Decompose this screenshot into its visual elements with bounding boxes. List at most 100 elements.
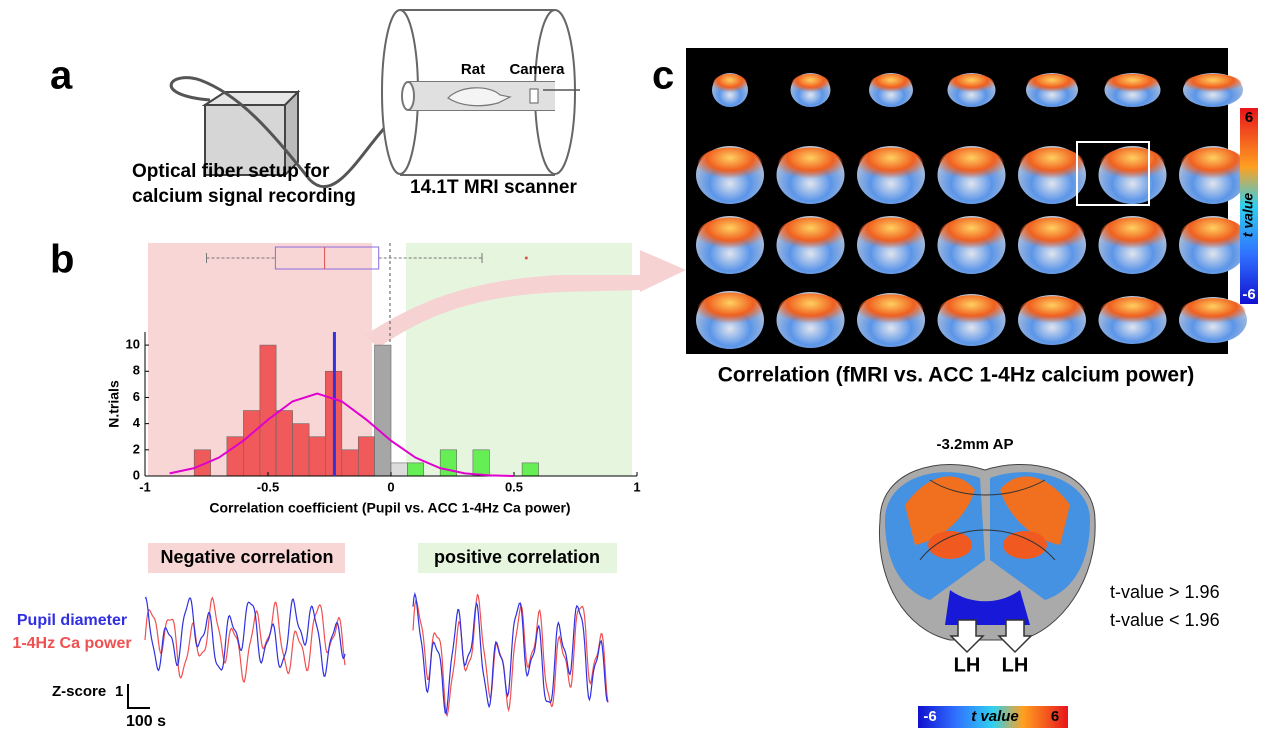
positive-box	[418, 543, 617, 573]
bar	[275, 410, 293, 477]
bar	[341, 449, 359, 477]
zscale-label: 1	[115, 683, 123, 700]
brain-activation	[939, 295, 1004, 327]
y-tick-label: 6	[133, 389, 140, 404]
brain-activation	[697, 292, 763, 328]
brain-activation	[858, 147, 924, 183]
panel-label: c	[652, 54, 674, 98]
trace	[412, 591, 609, 715]
colorbar-min: -6	[1242, 286, 1255, 303]
slice-title: -3.2mm AP	[937, 436, 1014, 453]
setup-drawing	[169, 9, 580, 189]
bar	[292, 423, 310, 477]
negative-label: Negative correlation	[160, 547, 333, 567]
bar	[374, 344, 392, 477]
panel-labels: a b c	[50, 54, 674, 282]
brain-activation	[858, 217, 924, 253]
map-caption: Correlation (fMRI vs. ACC 1-4Hz calcium …	[718, 364, 1194, 387]
brain-activation	[1019, 296, 1085, 327]
y-tick-label: 0	[133, 467, 140, 482]
lh-label: LH	[954, 654, 981, 676]
positive-label: positive correlation	[434, 547, 600, 567]
y-tick-label: 2	[133, 441, 140, 456]
trace	[144, 596, 346, 684]
slice-colorbar-label: t value	[971, 708, 1019, 725]
brain-activation	[939, 217, 1004, 253]
colorbar-labels: 6 -6 t value	[1240, 109, 1256, 303]
slice-colorbar-labels: -6 t value 6	[923, 708, 1059, 725]
bar	[259, 344, 277, 477]
brain-activation	[697, 217, 763, 253]
above-label: t-value > 1.96	[1110, 582, 1220, 602]
brain-activation	[697, 147, 763, 183]
brain-activation	[1184, 73, 1242, 95]
x-tick-label: -1	[139, 479, 151, 494]
fiber-label: calcium signal recording	[132, 186, 356, 207]
below-label: t-value < 1.96	[1110, 610, 1220, 630]
brain-activation	[1180, 298, 1246, 326]
calcium-label: 1-4Hz Ca power	[12, 635, 131, 652]
x-tick-label: -0.5	[257, 479, 279, 494]
brain-activation	[778, 147, 843, 183]
x-tick-label: 1	[633, 479, 640, 494]
colorbar-label: t value	[1240, 193, 1256, 238]
bar	[390, 462, 408, 477]
bar	[472, 449, 490, 477]
coronal-slice	[878, 463, 1096, 654]
slice-colorbar-min: -6	[923, 708, 936, 725]
scanner-label: 14.1T MRI scanner	[410, 177, 577, 198]
brain-activation	[870, 73, 912, 95]
brain-activation	[948, 73, 995, 95]
slice-labels: t-value > 1.96 t-value < 1.96 LH LH	[954, 582, 1220, 677]
brain-activation	[1105, 73, 1160, 95]
example-labels: Negative correlation positive correlatio…	[12, 547, 600, 730]
brain-activation	[1027, 73, 1077, 95]
negative-box	[148, 543, 345, 573]
brain-activation	[1100, 217, 1165, 253]
panel-label: b	[50, 238, 74, 282]
brain-activation	[939, 147, 1004, 183]
brain-activation	[778, 293, 843, 328]
brain-activation	[858, 294, 924, 327]
brain-activation	[712, 73, 748, 95]
brain-activation	[778, 217, 843, 253]
fit-curve	[169, 392, 515, 477]
bar	[243, 410, 261, 477]
camera-label: Camera	[509, 61, 565, 78]
slice-colorbar	[918, 706, 1068, 728]
setup-labels: Rat Camera Optical fiber setup for calci…	[132, 61, 577, 207]
time-label: 100 s	[126, 713, 166, 730]
y-axis-label: N.trials	[106, 380, 122, 428]
brain-activation	[1180, 147, 1246, 183]
pupil-label: Pupil diameter	[17, 612, 127, 629]
lh-label: LH	[1002, 654, 1029, 676]
x-tick-label: 0.5	[505, 479, 523, 494]
panel-label: a	[50, 54, 73, 98]
brain-activation	[1019, 217, 1085, 253]
x-tick-label: 0	[387, 479, 394, 494]
traces	[144, 591, 609, 718]
scale-bar	[127, 684, 150, 709]
brain-activation	[1100, 297, 1165, 326]
box	[274, 246, 380, 270]
rat-label: Rat	[461, 61, 485, 78]
bar	[308, 436, 326, 477]
arrow	[365, 250, 686, 348]
y-tick-label: 8	[133, 363, 140, 378]
zscore-label: Z-score	[52, 683, 106, 700]
y-tick-label: 10	[126, 337, 140, 352]
brain-activation	[1019, 147, 1085, 183]
trace	[144, 596, 346, 677]
brain-activation	[1180, 217, 1246, 253]
brain-activation	[1100, 147, 1165, 183]
bar	[357, 436, 375, 477]
fiber-label: Optical fiber setup for	[132, 161, 330, 182]
trace	[412, 593, 609, 718]
colorbar-max: 6	[1245, 109, 1253, 126]
outlier	[524, 256, 528, 260]
slice-colorbar-max: 6	[1051, 708, 1059, 725]
brain-activation	[791, 73, 830, 95]
bar	[521, 462, 539, 477]
